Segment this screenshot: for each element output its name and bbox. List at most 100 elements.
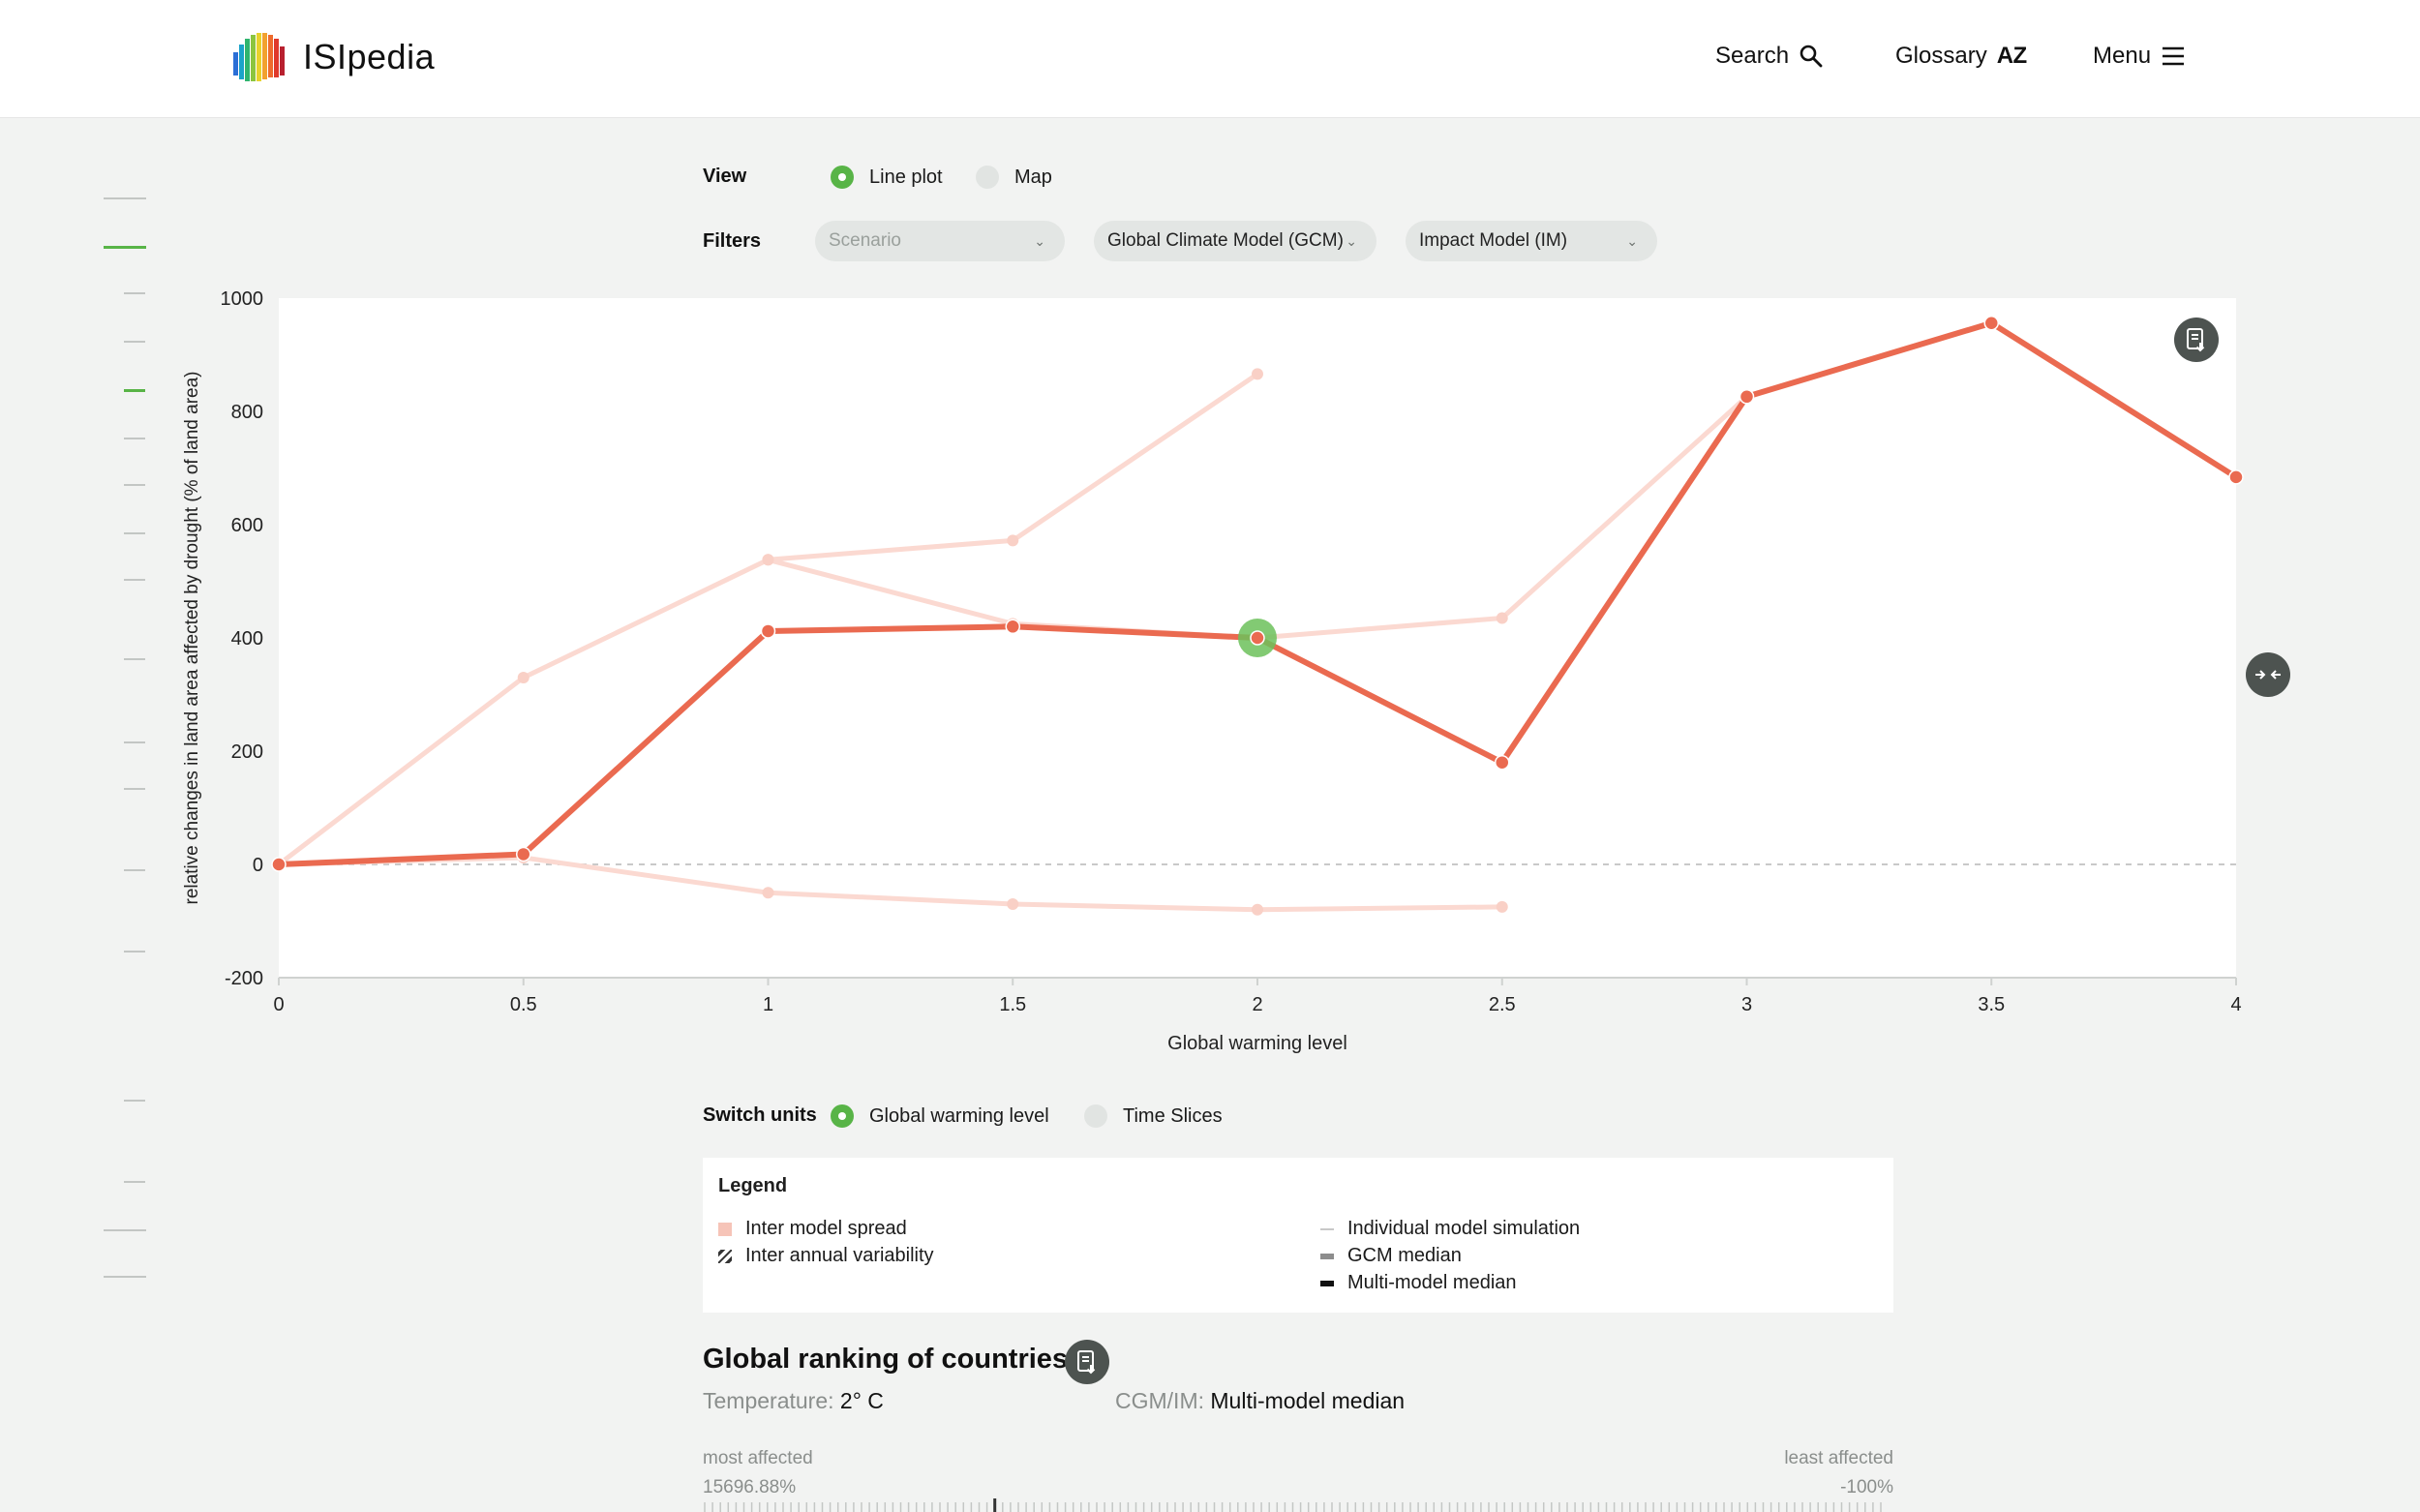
filters-label: Filters bbox=[703, 230, 762, 252]
model-label: CGM/IM: bbox=[1115, 1388, 1204, 1413]
collapse-panel-button[interactable] bbox=[2246, 652, 2290, 697]
x-tick-label: 0.5 bbox=[510, 994, 537, 1015]
nav-glossary-label: Glossary bbox=[1895, 43, 1987, 69]
x-tick-label: 0 bbox=[273, 994, 284, 1015]
rail-tick[interactable] bbox=[124, 484, 145, 486]
top-header: ISIpedia Search Glossary AZ Menu bbox=[0, 0, 2420, 118]
nav-menu[interactable]: Menu bbox=[2093, 43, 2186, 70]
im-select-value: Impact Model (IM) bbox=[1419, 230, 1568, 251]
median-data-point bbox=[516, 846, 531, 862]
y-tick-label: 1000 bbox=[221, 288, 264, 310]
rail-tick[interactable] bbox=[124, 1181, 145, 1183]
document-download-icon bbox=[2187, 328, 2205, 352]
legend-item: Individual model simulation bbox=[1320, 1218, 1580, 1240]
y-tick-label: 400 bbox=[231, 628, 263, 650]
rail-tick[interactable] bbox=[104, 1229, 146, 1231]
chevron-down-icon: ⌄ bbox=[1034, 232, 1045, 249]
model-data-point bbox=[1252, 903, 1263, 916]
rail-tick-active[interactable] bbox=[104, 246, 146, 249]
rail-tick[interactable] bbox=[124, 1100, 145, 1102]
x-tick-label: 3 bbox=[1741, 994, 1752, 1015]
rail-tick[interactable] bbox=[124, 869, 145, 871]
rail-tick-active[interactable] bbox=[124, 389, 145, 392]
spread-swatch-icon bbox=[718, 1222, 732, 1236]
most-affected-value: 15696.88% bbox=[703, 1477, 797, 1497]
model-data-point bbox=[762, 887, 774, 899]
nav-glossary[interactable]: Glossary AZ bbox=[1895, 43, 2027, 70]
switch-units-label: Switch units bbox=[703, 1104, 817, 1126]
legend-item-label: Inter annual variability bbox=[745, 1245, 934, 1266]
document-download-icon bbox=[1077, 1350, 1096, 1375]
ranking-scale[interactable] bbox=[703, 1498, 1893, 1512]
thick-line-swatch-icon bbox=[1320, 1280, 1334, 1286]
legend-item-label: GCM median bbox=[1347, 1245, 1462, 1266]
legend-item-label: Multi-model median bbox=[1347, 1272, 1517, 1293]
radio-unselected-icon bbox=[1084, 1104, 1107, 1128]
median-data-point bbox=[2228, 469, 2244, 485]
download-ranking-button[interactable] bbox=[1065, 1340, 1109, 1384]
units-option-gwl[interactable]: Global warming level bbox=[831, 1104, 1049, 1128]
scenario-select-value: Scenario bbox=[829, 230, 901, 251]
ranking-title: Global ranking of countries bbox=[703, 1344, 1069, 1375]
model-data-point bbox=[762, 554, 774, 566]
y-tick-label: 600 bbox=[231, 515, 263, 536]
x-tick-label: 2.5 bbox=[1489, 994, 1516, 1015]
model-data-point bbox=[1007, 897, 1019, 910]
model-value: Multi-model median bbox=[1210, 1388, 1406, 1413]
median-data-point bbox=[1005, 619, 1020, 635]
rail-tick[interactable] bbox=[104, 1276, 146, 1278]
model-series-line bbox=[766, 394, 1749, 641]
hatch-swatch-icon bbox=[718, 1249, 732, 1263]
model-data-point bbox=[1007, 534, 1019, 547]
y-axis-label: relative changes in land area affected b… bbox=[182, 372, 202, 905]
radio-unselected-icon bbox=[976, 166, 999, 189]
most-affected-label: most affected bbox=[703, 1448, 813, 1468]
ranking-model: CGM/IM: Multi-model median bbox=[1115, 1388, 1405, 1414]
nav-search[interactable]: Search bbox=[1715, 43, 1824, 70]
im-select[interactable]: Impact Model (IM) ⌄ bbox=[1406, 221, 1657, 261]
thin-line-swatch-icon bbox=[1320, 1227, 1334, 1230]
highlight-data-point bbox=[1250, 630, 1265, 646]
median-data-point bbox=[271, 857, 287, 872]
nav-search-label: Search bbox=[1715, 43, 1790, 69]
median-series-line bbox=[276, 319, 2239, 867]
y-tick-label: 800 bbox=[231, 402, 263, 423]
x-axis-label: Global warming level bbox=[1167, 1033, 1347, 1054]
rail-tick[interactable] bbox=[124, 341, 145, 343]
least-affected-label: least affected bbox=[1784, 1448, 1893, 1468]
gcm-select[interactable]: Global Climate Model (GCM) ⌄ bbox=[1094, 221, 1376, 261]
rail-tick[interactable] bbox=[104, 197, 146, 199]
rail-tick[interactable] bbox=[124, 741, 145, 743]
nav-menu-label: Menu bbox=[2093, 43, 2152, 69]
radio-selected-icon bbox=[831, 166, 854, 189]
x-tick-label: 1.5 bbox=[999, 994, 1026, 1015]
x-tick-label: 2 bbox=[1252, 994, 1262, 1015]
view-option-label: Line plot bbox=[869, 166, 943, 188]
az-icon: AZ bbox=[1996, 43, 2028, 69]
collapse-arrows-icon bbox=[2255, 670, 2281, 680]
rail-tick[interactable] bbox=[124, 951, 145, 953]
median-data-point bbox=[1983, 315, 1999, 331]
legend-title: Legend bbox=[718, 1175, 788, 1196]
rail-tick[interactable] bbox=[124, 532, 145, 534]
y-tick-label: -200 bbox=[225, 968, 263, 989]
medium-line-swatch-icon bbox=[1320, 1253, 1334, 1259]
rail-tick[interactable] bbox=[124, 788, 145, 790]
search-icon bbox=[1800, 45, 1823, 68]
brand-logo[interactable]: ISIpedia bbox=[229, 27, 435, 87]
units-option-time-slices[interactable]: Time Slices bbox=[1084, 1104, 1223, 1128]
rail-tick[interactable] bbox=[124, 658, 145, 660]
legend-item-label: Inter model spread bbox=[745, 1218, 907, 1239]
view-label: View bbox=[703, 166, 747, 187]
model-data-point bbox=[1496, 900, 1508, 913]
isipedia-logo-icon bbox=[233, 33, 285, 81]
rail-tick[interactable] bbox=[124, 438, 145, 439]
download-chart-button[interactable] bbox=[2174, 318, 2219, 362]
view-option-line-plot[interactable]: Line plot bbox=[831, 166, 943, 189]
rail-tick[interactable] bbox=[124, 292, 145, 294]
median-data-point bbox=[760, 623, 776, 639]
x-tick-label: 3.5 bbox=[1978, 994, 2005, 1015]
scenario-select[interactable]: Scenario ⌄ bbox=[815, 221, 1065, 261]
rail-tick[interactable] bbox=[124, 579, 145, 581]
view-option-map[interactable]: Map bbox=[976, 166, 1052, 189]
